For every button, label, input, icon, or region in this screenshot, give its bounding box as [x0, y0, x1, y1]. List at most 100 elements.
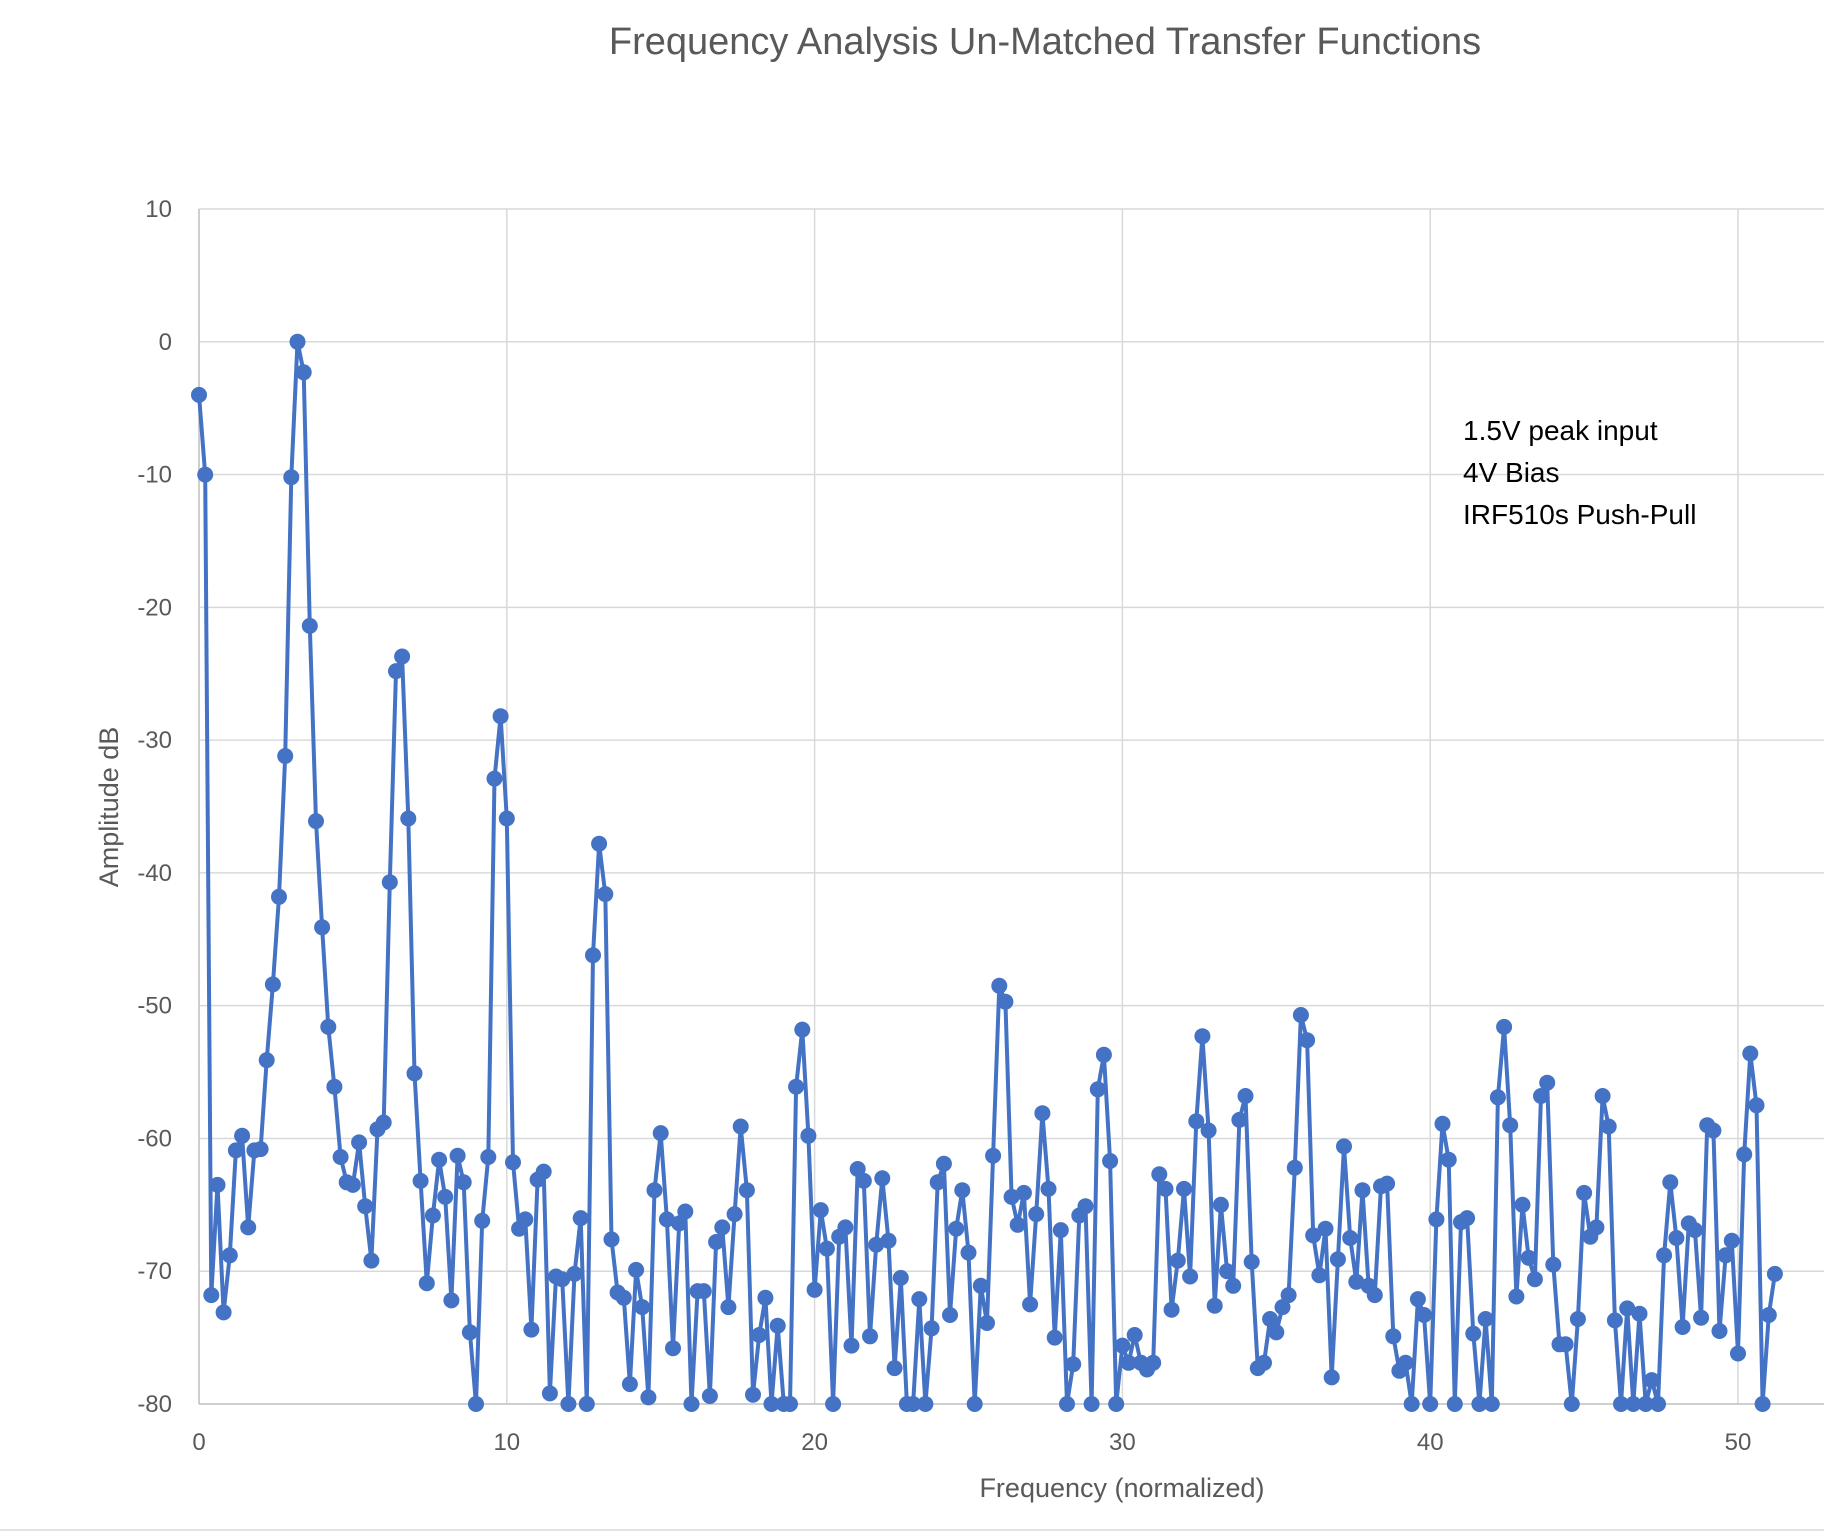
data-point [714, 1219, 731, 1236]
data-point [1305, 1227, 1322, 1244]
y-tick-label: 10 [145, 196, 172, 223]
data-point [1650, 1396, 1666, 1412]
data-point [578, 1396, 595, 1412]
data-point [911, 1291, 928, 1308]
data-point [849, 1161, 866, 1177]
data-point [806, 1281, 823, 1298]
data-point [868, 1236, 885, 1253]
data-point [566, 1265, 583, 1282]
data-point [640, 1389, 657, 1406]
data-point [234, 1127, 251, 1144]
data-point [1760, 1307, 1777, 1323]
y-tick-label: 0 [159, 329, 172, 356]
data-point [1619, 1300, 1636, 1317]
data-point [1569, 1311, 1586, 1327]
data-point [874, 1170, 891, 1187]
data-point [892, 1269, 909, 1286]
y-tick-label: -70 [137, 1258, 172, 1285]
data-point [541, 1385, 558, 1402]
data-point [394, 648, 411, 665]
data-point [277, 748, 294, 764]
data-point [997, 993, 1014, 1010]
data-point [812, 1202, 829, 1219]
data-point [418, 1275, 435, 1292]
data-point [461, 1324, 478, 1341]
data-point [1526, 1271, 1543, 1288]
data-point [732, 1118, 749, 1135]
data-point [1736, 1146, 1753, 1163]
data-point [769, 1317, 786, 1334]
data-point [1742, 1045, 1759, 1062]
data-point [1169, 1252, 1186, 1269]
data-point [1077, 1198, 1094, 1215]
data-point [905, 1396, 922, 1412]
data-point [1231, 1111, 1248, 1128]
data-point [1182, 1268, 1199, 1285]
data-point [1656, 1247, 1673, 1264]
y-tick-label: -30 [137, 727, 172, 754]
data-point [646, 1182, 663, 1199]
data-point [1428, 1211, 1445, 1228]
data-point [560, 1396, 577, 1412]
data-point [523, 1321, 540, 1338]
data-point [301, 617, 318, 634]
y-tick-label: -20 [137, 594, 172, 621]
data-point [344, 1176, 361, 1193]
data-point [1717, 1247, 1734, 1264]
data-point [1034, 1105, 1051, 1122]
data-point [862, 1328, 878, 1345]
data-point [1496, 1018, 1513, 1035]
data-point [351, 1134, 368, 1151]
data-point [1711, 1323, 1728, 1339]
data-point [1225, 1277, 1242, 1294]
data-point [954, 1182, 971, 1199]
data-point [437, 1188, 454, 1205]
data-point [1329, 1251, 1346, 1268]
data-point [1662, 1174, 1679, 1191]
data-point [1342, 1230, 1359, 1246]
data-point [603, 1231, 620, 1248]
annotation-line-1: 1.5V peak input [1463, 415, 1658, 446]
data-point [1434, 1115, 1451, 1132]
data-point [1015, 1184, 1032, 1201]
data-point [314, 919, 331, 936]
data-point [738, 1182, 755, 1199]
data-point [1176, 1180, 1192, 1197]
x-tick-label: 30 [1109, 1429, 1136, 1456]
data-point [1514, 1196, 1531, 1213]
series-amplitude [191, 333, 1783, 1412]
data-point [880, 1232, 897, 1249]
y-tick-label: -80 [137, 1391, 172, 1418]
data-point [991, 977, 1008, 994]
data-point [985, 1147, 1002, 1164]
data-point [1693, 1309, 1710, 1326]
data-point [794, 1021, 811, 1038]
data-point [1114, 1337, 1131, 1354]
data-point [443, 1292, 460, 1309]
data-point [332, 1149, 349, 1165]
data-point [726, 1206, 743, 1223]
data-point [942, 1307, 958, 1323]
x-tick-label: 10 [493, 1429, 520, 1456]
data-point [203, 1287, 220, 1304]
data-point [1009, 1216, 1026, 1233]
data-point [855, 1172, 872, 1189]
data-point [1212, 1196, 1229, 1213]
data-point [1095, 1046, 1112, 1063]
data-point [498, 810, 515, 827]
data-point [1613, 1396, 1629, 1412]
data-point [782, 1396, 798, 1412]
data-point [818, 1240, 835, 1257]
data-point [363, 1252, 380, 1269]
data-point [695, 1283, 712, 1300]
data-point [1545, 1256, 1562, 1273]
data-point [763, 1396, 780, 1412]
data-point [271, 888, 287, 905]
data-point [252, 1141, 269, 1158]
data-point [1188, 1113, 1205, 1130]
data-point [1409, 1291, 1426, 1308]
data-point [1323, 1369, 1340, 1386]
data-point [227, 1142, 244, 1159]
data-point [825, 1396, 842, 1412]
data-point [745, 1386, 761, 1403]
